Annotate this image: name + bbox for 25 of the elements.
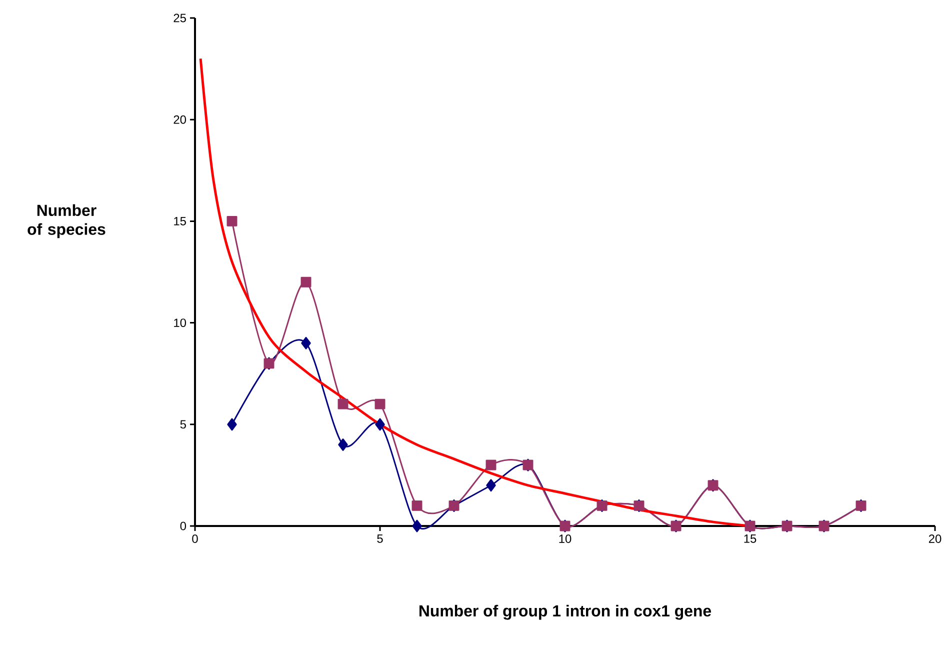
point bbox=[338, 438, 348, 451]
point bbox=[227, 418, 237, 431]
y-tick-label: 15 bbox=[174, 217, 186, 226]
x-tick-label: 5 bbox=[377, 534, 383, 543]
point bbox=[226, 216, 238, 226]
point bbox=[412, 500, 422, 511]
y-tick-label: 10 bbox=[174, 318, 186, 328]
y-axis-title: Number of species bbox=[28, 204, 106, 238]
y-tick-label: 25 bbox=[174, 14, 186, 22]
point bbox=[375, 418, 385, 431]
point bbox=[486, 479, 496, 492]
x-tick-label: 15 bbox=[744, 534, 756, 543]
point bbox=[374, 398, 386, 410]
point bbox=[300, 276, 312, 288]
x-tick-label: 0 bbox=[192, 534, 198, 543]
point bbox=[486, 460, 496, 470]
y-tick-label: 20 bbox=[174, 115, 186, 124]
y-tick-label: 0 bbox=[180, 522, 186, 530]
x-axis-title: Number of group 1 intron in cox1 gene bbox=[419, 604, 712, 620]
point bbox=[338, 398, 348, 410]
point bbox=[412, 520, 422, 532]
x-tick-label: 20 bbox=[928, 534, 942, 543]
point bbox=[301, 336, 311, 350]
x-tick-label: 10 bbox=[559, 534, 572, 543]
y-tick-label: 5 bbox=[180, 420, 186, 429]
